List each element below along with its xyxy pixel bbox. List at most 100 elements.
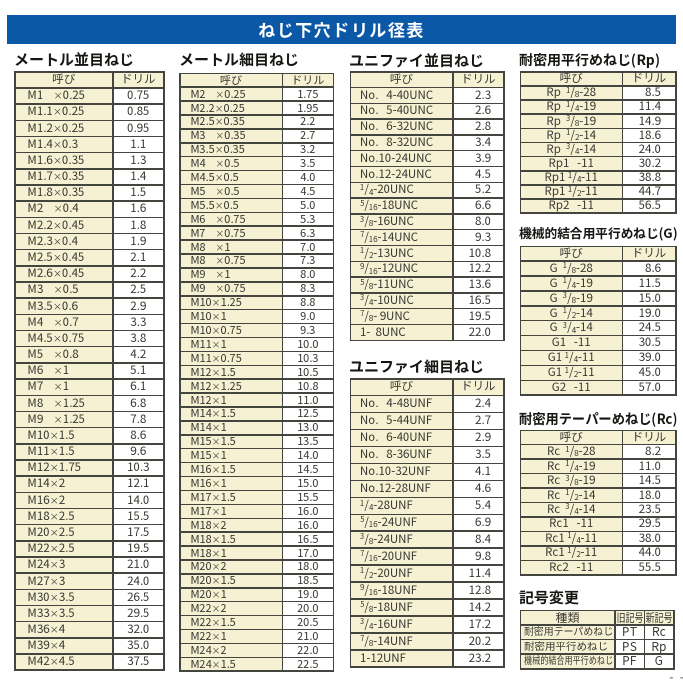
drill-value-cell: 14.5 [283,463,333,476]
multiplication-sign: × [53,282,63,297]
column-header: 呼び [521,72,622,86]
cell-text: 7.8 [130,412,147,427]
cell-text: 18.5 [297,574,319,588]
multiplication-sign: × [49,590,59,604]
cell-text: 5.0 [300,199,316,212]
cell-text: M20×1.5 [190,574,236,588]
cell-text: M42×4.5 [27,654,75,670]
fraction-numerator: 1 [566,100,571,110]
cell-text: 9.8 [475,548,491,564]
cell-text: Rc1 1/2-11 [545,546,598,560]
cell-text: No. 5-40UNC [360,104,434,119]
designation-cell: Rp1 1/4-11 [521,171,622,185]
cell-text: M11×1 [190,338,227,351]
multiplication-sign: × [52,331,62,345]
multiplication-sign: × [214,101,224,115]
cell-text: 旧記号 [616,611,644,625]
designation-cell: M18×2.5 [15,509,112,524]
drill-value-cell: 29.5 [113,606,163,621]
designation-cell: M10×1 [180,310,282,323]
fraction-numerator: 3 [565,474,570,484]
cell-text: 12.2 [468,262,491,277]
fraction-denominator: 4 [574,462,579,473]
designation-cell: M4 ×0.5 [180,157,282,170]
column-header: 旧記号 [615,611,644,625]
cell-text: M9 ×1.25 [27,412,86,427]
drill-value-cell: 11.0 [283,393,333,407]
cell-text: G 1/2-14 [549,306,593,320]
cell-text: 11.0 [638,459,661,473]
cell-text: 23.2 [468,650,491,666]
drill-value-cell: 12.2 [453,262,503,277]
column-header: ドリル [113,72,163,88]
drill-value-cell: 3.9 [453,151,503,166]
drill-value-cell: Rp [645,640,673,654]
cell-text: 38.0 [638,532,661,546]
designation-cell: 9/16-18UNF [351,582,452,599]
drill-value-cell: 7.0 [283,240,333,254]
designation-cell: M12×1.25 [180,379,282,393]
cell-text: No. 5-44UNF [360,413,433,429]
designation-cell: M24×3 [15,557,112,573]
cell-text: 3/8-16UNC [360,214,414,229]
fraction-denominator: 8 [574,448,579,459]
fraction-denominator: 8 [574,477,579,488]
cell-text: Rc2 -11 [549,561,594,574]
designation-cell: 耐密用テーパめねじ [521,625,614,639]
multiplication-sign: × [211,491,221,504]
drill-value-cell: 18.5 [283,574,333,588]
designation-cell: M7 ×0.75 [180,226,282,240]
fraction-numerator: 1 [567,171,573,181]
cell-text: ドリル [121,72,156,88]
drill-value-cell: 1.1 [113,137,163,152]
cell-text: 8.3 [300,282,316,295]
cell-text: 8.5 [645,86,661,100]
cell-text: M2.3×0.4 [27,234,78,249]
cell-text: 2.9 [475,430,491,446]
drill-value-cell: 18.6 [623,129,675,142]
designation-cell: No. 5-44UNF [351,413,452,429]
fraction-numerator: 1 [567,546,572,556]
designation-cell: M20×2 [180,560,282,574]
cell-text: No.12-24UNC [360,167,432,182]
drill-value-cell: 2.8 [453,119,503,135]
cell-text: G1 -11 [551,336,591,350]
designation-cell: Rc1 1/2-11 [521,546,622,560]
fraction-denominator: 4 [576,534,581,546]
designation-cell: G 1/4-19 [521,276,622,291]
cell-text: 5.1 [130,363,147,379]
multiplication-sign: × [214,143,224,156]
designation-cell: M39×4 [15,638,112,654]
designation-cell: G 1/2-14 [521,306,622,320]
drill-value-cell: 1.5 [113,185,163,201]
drill-value-cell: PF [615,654,644,668]
drill-value-cell: 24.0 [113,573,163,589]
cell-text: M9 ×1 [190,268,231,282]
drill-value-cell: 5.0 [283,199,333,212]
drill-value-cell: 16.5 [283,532,333,546]
designation-cell: M16×2 [15,493,112,508]
designation-cell: M2 ×0.25 [180,87,282,101]
cell-text: 22.5 [297,658,319,671]
cell-text: M15×1 [190,449,227,462]
drill-value-cell: 14.2 [453,599,503,616]
cell-text: 11.4 [638,100,661,114]
multiplication-sign: × [211,560,221,574]
fraction-numerator: 1 [566,129,571,139]
cell-text: M24×1.5 [190,658,236,671]
drill-value-cell: PS [615,640,644,654]
cell-text: No.12-28UNF [360,481,431,497]
cell-text: No.10-32UNF [360,464,431,480]
cell-text: M4 ×0.5 [190,157,240,170]
cell-text: 1.8 [130,218,147,233]
cell-text: 6.8 [130,396,147,411]
cell-text: 7.3 [300,254,316,268]
designation-cell: 5/8-18UNF [351,599,452,616]
drill-value-cell: 16.0 [283,505,333,518]
cell-text: 2.7 [475,413,491,429]
cell-text: M12×1.75 [27,460,82,476]
multiplication-sign: × [214,115,224,129]
cell-text: 呼び [559,431,583,444]
cell-text: 1/4-28UNF [360,498,413,514]
drill-value-cell: 18.0 [283,560,333,574]
